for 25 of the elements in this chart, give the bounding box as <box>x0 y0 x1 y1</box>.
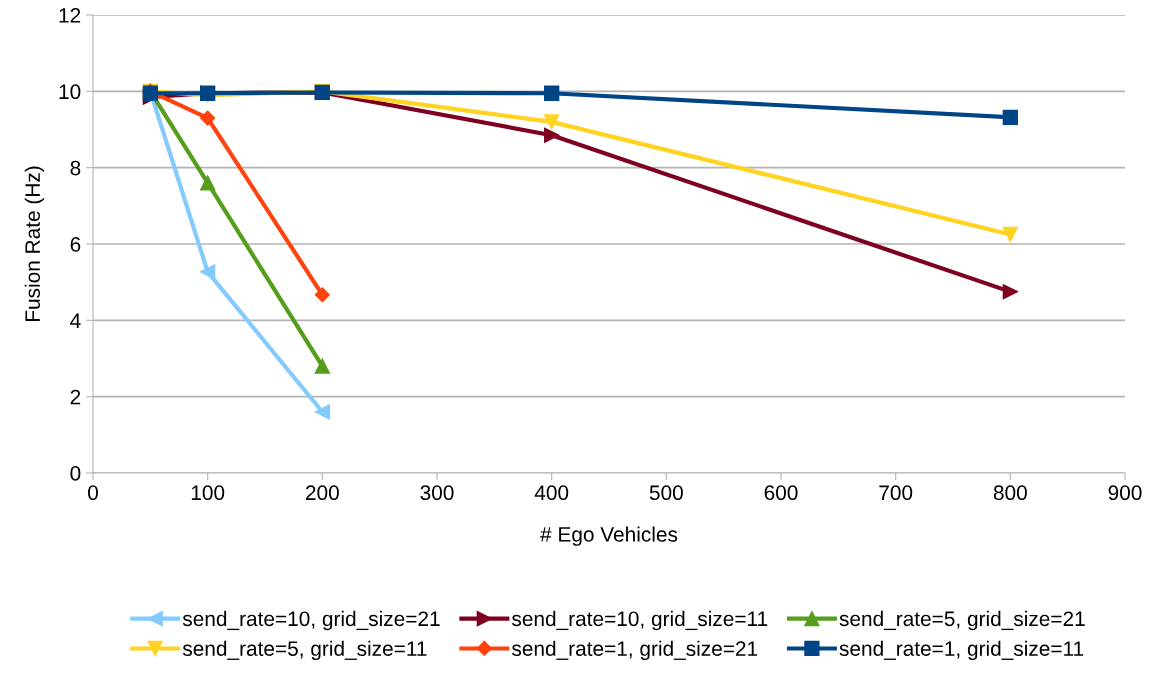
y-tick-label: 6 <box>70 237 81 252</box>
x-tick-label: 300 <box>420 485 454 501</box>
y-tick-label: 10 <box>59 84 81 100</box>
y-tick-label: 4 <box>70 313 81 328</box>
legend-label: send_rate=1, grid_size=11 <box>839 640 1084 661</box>
y-tick-label: 12 <box>59 8 81 23</box>
x-tick-label: 500 <box>649 485 683 501</box>
y-tick-label: 8 <box>70 160 81 176</box>
x-tick-label: 700 <box>879 485 913 501</box>
x-tick-label: 200 <box>306 485 339 501</box>
legend-label: send_rate=5, grid_size=11 <box>182 640 427 661</box>
x-tick-label: 600 <box>764 485 798 501</box>
x-tick-label: 800 <box>993 485 1027 501</box>
y-tick-label: 0 <box>70 466 81 481</box>
x-tick-label: 0 <box>88 485 98 501</box>
x-tick-label: 400 <box>534 485 569 501</box>
y-tick-label: 2 <box>70 389 81 405</box>
legend-label: send_rate=5, grid_size=21 <box>839 610 1085 631</box>
y-axis-title: Fusion Rate (Hz) <box>24 166 45 322</box>
x-axis-title: # Ego Vehicles <box>540 526 678 546</box>
legend-label: send_rate=1, grid_size=21 <box>512 640 758 661</box>
legend-label: send_rate=10, grid_size=21 <box>182 610 440 631</box>
legend-label: send_rate=10, grid_size=11 <box>512 610 768 631</box>
x-tick-label: 100 <box>191 485 225 501</box>
x-tick-label: 900 <box>1108 485 1142 501</box>
